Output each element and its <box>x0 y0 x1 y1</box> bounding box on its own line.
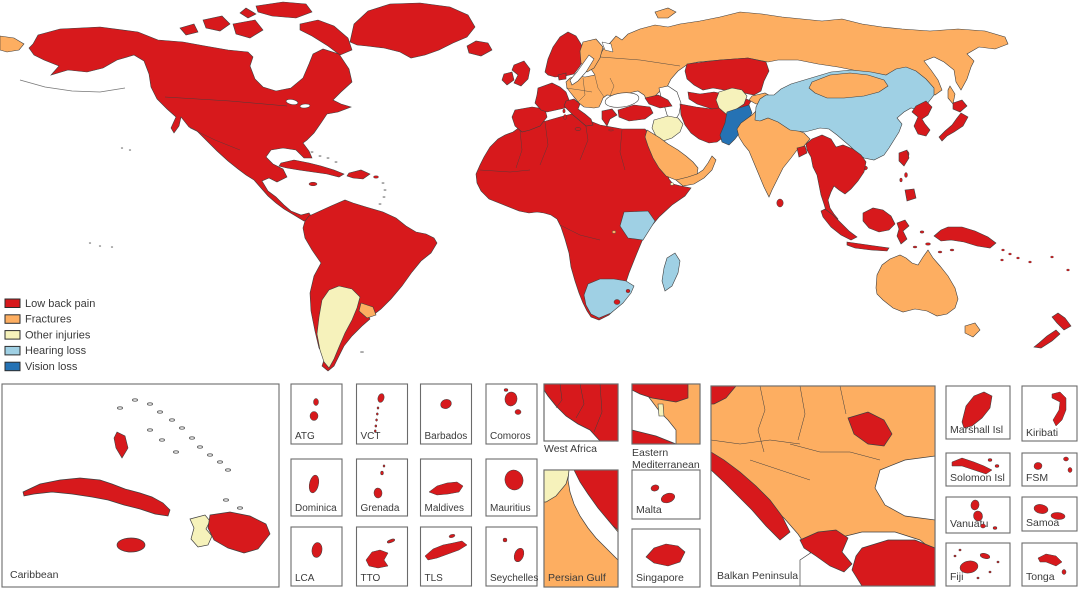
svg-text:Vision loss: Vision loss <box>25 361 78 373</box>
svg-text:LCA: LCA <box>295 573 315 584</box>
svg-text:Other injuries: Other injuries <box>25 329 91 341</box>
svg-text:Singapore: Singapore <box>636 572 684 584</box>
svg-text:Fractures: Fractures <box>25 314 72 326</box>
svg-text:Solomon Isl: Solomon Isl <box>950 472 1005 484</box>
svg-text:Balkan Peninsula: Balkan Peninsula <box>717 570 798 582</box>
svg-text:Eastern: Eastern <box>632 447 668 459</box>
svg-text:TLS: TLS <box>425 573 444 584</box>
svg-text:Tonga: Tonga <box>1026 571 1055 583</box>
svg-text:Barbados: Barbados <box>425 431 468 442</box>
svg-text:TTO: TTO <box>361 573 381 584</box>
svg-text:Malta: Malta <box>636 504 662 516</box>
svg-text:Mediterranean: Mediterranean <box>632 459 700 471</box>
svg-text:Low back pain: Low back pain <box>25 298 95 310</box>
svg-text:Dominica: Dominica <box>295 503 337 514</box>
svg-text:Persian Gulf: Persian Gulf <box>548 572 606 584</box>
svg-text:Kiribati: Kiribati <box>1026 427 1058 439</box>
svg-text:FSM: FSM <box>1026 472 1048 484</box>
svg-text:ATG: ATG <box>295 431 315 442</box>
svg-text:Maldives: Maldives <box>425 503 464 514</box>
svg-text:Comoros: Comoros <box>490 431 531 442</box>
svg-text:Fiji: Fiji <box>950 571 963 583</box>
svg-text:Mauritius: Mauritius <box>490 503 531 514</box>
svg-text:Hearing loss: Hearing loss <box>25 345 87 357</box>
svg-text:VCT: VCT <box>361 431 381 442</box>
svg-text:West Africa: West Africa <box>544 443 597 455</box>
svg-text:Seychelles: Seychelles <box>490 573 538 584</box>
svg-text:Marshall Isl: Marshall Isl <box>950 424 1003 436</box>
svg-text:Samoa: Samoa <box>1026 517 1059 529</box>
svg-text:Caribbean: Caribbean <box>10 569 59 581</box>
svg-text:Grenada: Grenada <box>361 503 400 514</box>
